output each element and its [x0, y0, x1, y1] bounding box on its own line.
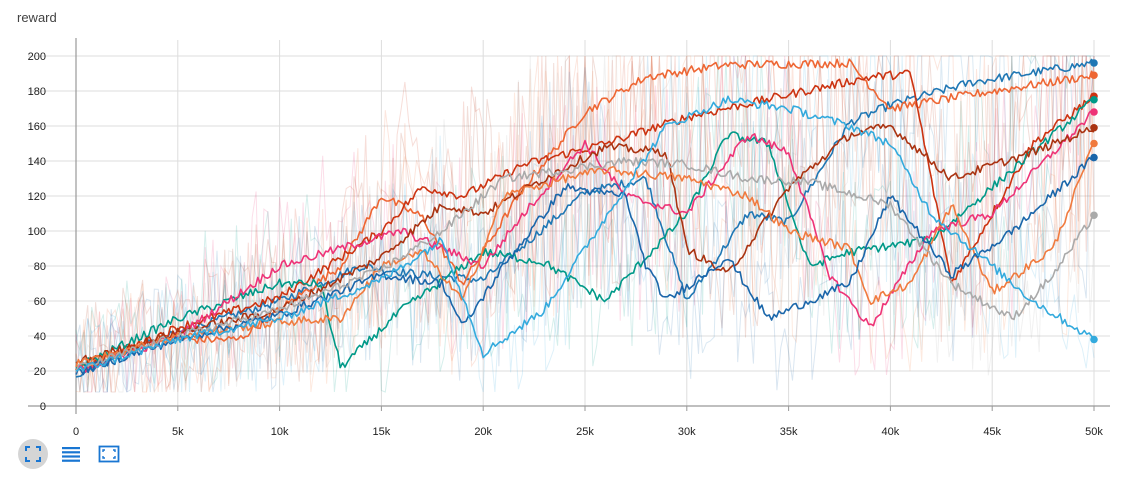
series-raw-line [75, 54, 1095, 393]
x-tick-label: 15k [373, 426, 391, 438]
toggle-log-button[interactable] [56, 439, 86, 469]
series-end-point [1090, 211, 1098, 220]
x-tick-label: 40k [882, 426, 900, 438]
series-end-point [1090, 71, 1098, 80]
y-tick-label: 80 [34, 261, 46, 273]
series-end-point [1090, 108, 1098, 116]
series-raw-line [75, 55, 1095, 393]
x-tick-label: 45k [983, 426, 1001, 438]
series-raw-line [75, 55, 1095, 393]
y-tick-label: 140 [28, 156, 46, 168]
y-tick-label: 60 [34, 296, 46, 308]
x-tick-label: 10k [271, 426, 289, 438]
series-line [75, 99, 1095, 370]
x-tick-label: 0 [73, 426, 79, 438]
y-tick-label: 120 [28, 191, 46, 203]
series-line [75, 95, 1095, 372]
series-end-point [1090, 153, 1098, 162]
x-tick-label: 35k [780, 426, 798, 438]
series-end-point [1090, 59, 1098, 67]
series-line [75, 69, 1095, 371]
series-line [75, 156, 1095, 373]
y-tick-label: 0 [40, 401, 46, 413]
series-end-point [1090, 335, 1098, 344]
x-tick-label: 5k [172, 426, 184, 438]
y-tick-label: 100 [28, 226, 46, 238]
x-tick-label: 50k [1085, 426, 1103, 438]
series-line [75, 123, 1095, 364]
series-line [75, 58, 1095, 378]
chart-title: reward [17, 10, 57, 25]
expand-chart-button[interactable] [94, 439, 124, 469]
series-end-point [1090, 95, 1098, 104]
series-line [75, 58, 1095, 368]
series-raw-line [75, 55, 1095, 393]
reward-chart: 0 20 40 60 80 100 120 140 160 180 200 0 5k 10k 15k 20k 2… [28, 38, 1110, 438]
fit-domain-icon [25, 446, 41, 462]
x-tick-label: 20k [474, 426, 492, 438]
fit-domain-button[interactable] [18, 439, 48, 469]
x-tick-label: 30k [678, 426, 696, 438]
list-lines-icon [62, 447, 80, 462]
series-line [75, 156, 1095, 376]
y-tick-label: 20 [34, 366, 46, 378]
series-line [75, 109, 1095, 373]
expand-icon [98, 445, 120, 463]
series-end-point [1090, 123, 1098, 132]
series-raw-line [75, 55, 1095, 394]
series-end-point [1090, 139, 1098, 148]
y-tick-label: 200 [28, 51, 46, 63]
y-tick-label: 40 [34, 331, 46, 343]
x-tick-label: 25k [576, 426, 594, 438]
y-tick-label: 180 [28, 86, 46, 98]
y-tick-label: 160 [28, 121, 46, 133]
chart-toolbar [18, 438, 124, 470]
